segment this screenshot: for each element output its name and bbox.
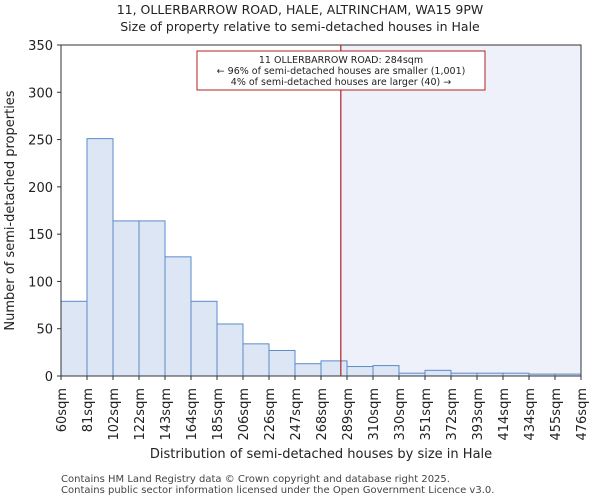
x-tick-label-414sqm: 414sqm	[497, 388, 512, 441]
y-tick-label-250: 250	[28, 134, 53, 149]
bar-102sqm	[112, 220, 140, 377]
annotation-line-address: 11 OLLERBARROW ROAD: 284sqm	[259, 55, 423, 66]
x-tick-label-60sqm: 60sqm	[55, 388, 70, 432]
x-tick-label-372sqm: 372sqm	[445, 388, 460, 441]
x-tick-label-143sqm: 143sqm	[159, 388, 174, 441]
x-tick-label-476sqm: 476sqm	[575, 388, 590, 441]
x-tick-label-81sqm: 81sqm	[81, 388, 96, 432]
x-tick-label-330sqm: 330sqm	[393, 388, 408, 441]
y-axis-label: Number of semi-detached properties	[3, 90, 18, 330]
bar-143sqm	[164, 256, 192, 377]
bar-226sqm	[268, 349, 296, 377]
x-tick-label-289sqm: 289sqm	[341, 388, 356, 441]
annotation-line-larger: 4% of semi-detached houses are larger (4…	[231, 77, 451, 88]
y-tick-label-50: 50	[36, 323, 53, 338]
bar-206sqm	[242, 343, 270, 377]
x-tick-label-164sqm: 164sqm	[185, 388, 200, 441]
chart-title-address: 11, OLLERBARROW ROAD, HALE, ALTRINCHAM, …	[116, 2, 484, 17]
larger-region-highlight	[340, 45, 581, 376]
y-tick-label-150: 150	[28, 228, 53, 243]
x-tick-label-351sqm: 351sqm	[419, 388, 434, 441]
x-tick-label-185sqm: 185sqm	[211, 388, 226, 441]
bar-185sqm	[216, 323, 244, 377]
bar-247sqm	[294, 363, 322, 377]
y-tick-label-0: 0	[45, 370, 53, 385]
footer-licence: Contains public sector information licen…	[61, 485, 495, 496]
bar-81sqm	[86, 138, 114, 377]
bar-60sqm	[60, 300, 88, 377]
x-tick-label-102sqm: 102sqm	[107, 388, 122, 441]
bar-289sqm	[346, 366, 374, 377]
bar-268sqm	[320, 360, 348, 377]
bar-164sqm	[190, 300, 218, 377]
y-tick-label-200: 200	[28, 181, 53, 196]
x-axis-label: Distribution of semi-detached houses by …	[150, 447, 492, 462]
x-tick-label-310sqm: 310sqm	[367, 388, 382, 441]
x-tick-label-206sqm: 206sqm	[237, 388, 252, 441]
bar-351sqm	[424, 369, 452, 377]
y-tick-label-300: 300	[28, 86, 53, 101]
chart-title-subtitle: Size of property relative to semi-detach…	[120, 19, 480, 34]
bar-310sqm	[372, 365, 400, 377]
annotation-line-smaller: ← 96% of semi-detached houses are smalle…	[217, 66, 466, 77]
x-tick-label-247sqm: 247sqm	[289, 388, 304, 441]
x-tick-label-268sqm: 268sqm	[315, 388, 330, 441]
footer-copyright: Contains HM Land Registry data © Crown c…	[61, 474, 450, 485]
x-tick-label-393sqm: 393sqm	[471, 388, 486, 441]
x-tick-label-226sqm: 226sqm	[263, 388, 278, 441]
bar-122sqm	[138, 220, 166, 377]
x-tick-label-434sqm: 434sqm	[523, 388, 538, 441]
y-tick-label-100: 100	[28, 275, 53, 290]
annotation-box	[196, 50, 486, 91]
y-tick-label-350: 350	[28, 39, 53, 54]
x-tick-label-455sqm: 455sqm	[549, 388, 564, 441]
x-tick-label-122sqm: 122sqm	[133, 388, 148, 441]
